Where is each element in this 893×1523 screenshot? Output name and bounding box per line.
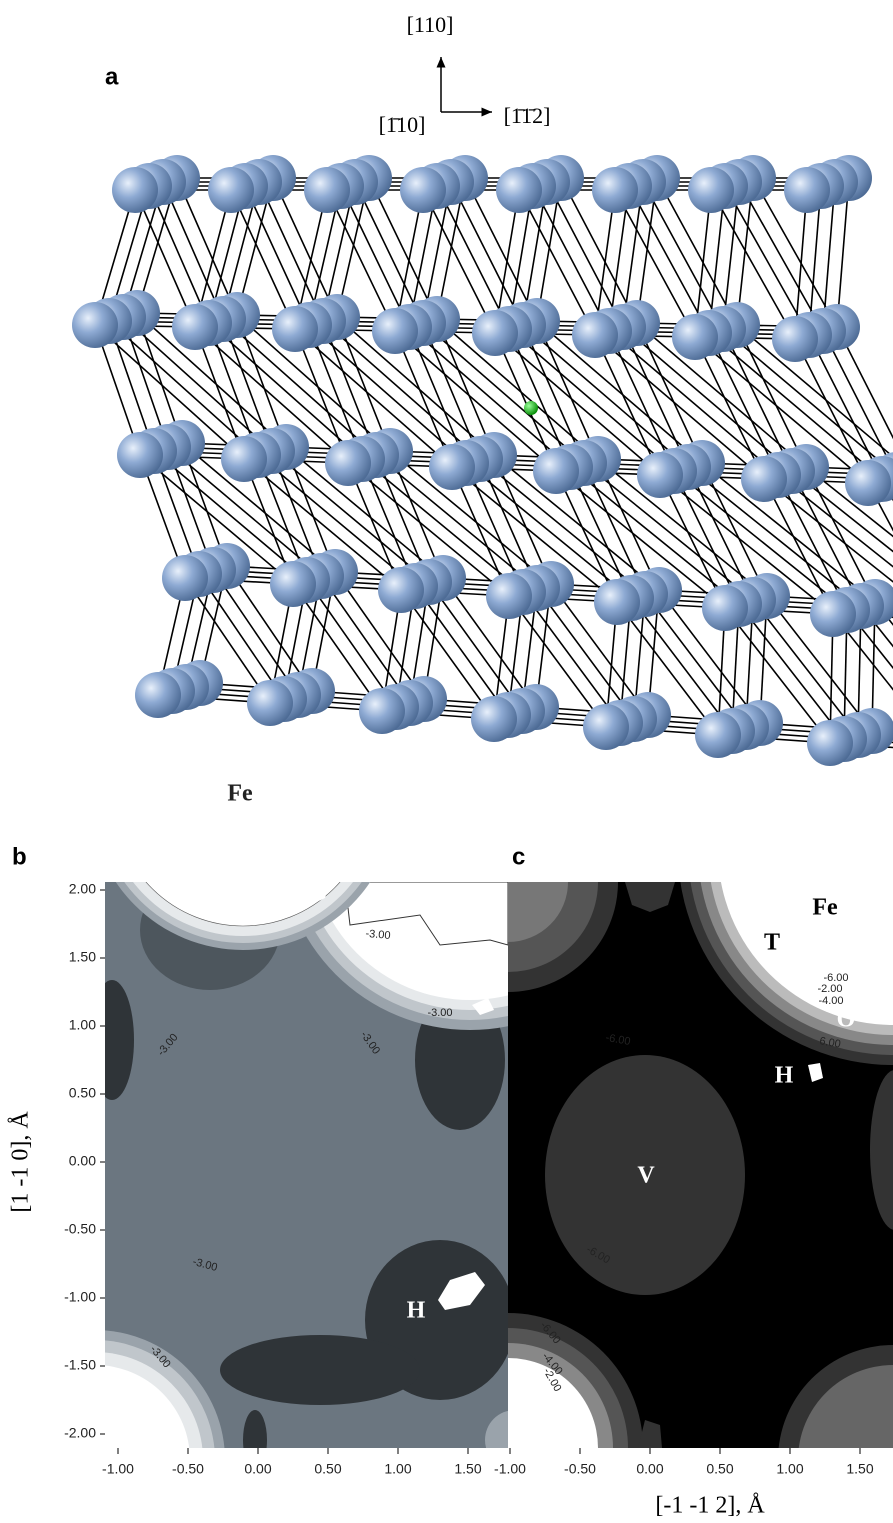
atom xyxy=(594,579,640,625)
site-label: V xyxy=(637,1163,655,1189)
atom xyxy=(772,316,818,362)
atom xyxy=(72,302,118,348)
figure: a [110] [1̄10] [1̄1̄2] b 2.00 1.50 1.00 0.5… xyxy=(0,0,893,1523)
atom xyxy=(359,688,405,734)
page: {"panel_a": {"label": "a", "directions":… xyxy=(0,0,893,1523)
atom xyxy=(162,555,208,601)
atom xyxy=(688,167,734,213)
direction-label: [1̄10] xyxy=(379,112,426,137)
atom xyxy=(172,304,218,350)
site-label: Fe xyxy=(812,895,838,921)
atom xyxy=(592,167,638,213)
atom xyxy=(471,696,517,742)
atom xyxy=(221,436,267,482)
atom xyxy=(378,567,424,613)
direction-label: [1̄1̄2] xyxy=(504,103,551,128)
x-tick-label: 0.00 xyxy=(636,1461,663,1477)
site-label: T xyxy=(764,930,780,956)
y-tick-label: 0.00 xyxy=(69,1153,96,1169)
x-tick-label: -1.00 xyxy=(102,1461,134,1477)
panel-label: c xyxy=(512,843,525,870)
hydrogen-atom xyxy=(524,401,538,415)
atom xyxy=(135,672,181,718)
site-label: H xyxy=(407,1298,426,1324)
y-tick-label: 1.50 xyxy=(69,949,96,965)
contour-label: -4.00 xyxy=(818,995,843,1007)
atom xyxy=(429,444,475,490)
atom xyxy=(112,167,158,213)
direction-label: [110] xyxy=(407,12,454,37)
atom xyxy=(372,308,418,354)
x-tick-label: 0.00 xyxy=(244,1461,271,1477)
y-tick-label: -1.50 xyxy=(64,1357,96,1373)
atom xyxy=(304,167,350,213)
atom xyxy=(741,456,787,502)
atom xyxy=(533,448,579,494)
x-tick-label: -0.50 xyxy=(172,1461,204,1477)
site-label: O xyxy=(837,1007,856,1033)
site-label: H xyxy=(775,1063,794,1089)
panel-label: a xyxy=(105,63,119,90)
x-tick-label: 0.50 xyxy=(706,1461,733,1477)
atom xyxy=(272,306,318,352)
site-label: Fe xyxy=(227,781,253,807)
atom xyxy=(208,167,254,213)
atom xyxy=(325,440,371,486)
atom xyxy=(270,561,316,607)
atom xyxy=(695,712,741,758)
atom xyxy=(845,460,891,506)
panel-label: b xyxy=(12,843,27,870)
atom xyxy=(702,585,748,631)
contour-label: -3.00 xyxy=(365,928,391,942)
x-tick-label: 1.50 xyxy=(454,1461,481,1477)
atom xyxy=(117,432,163,478)
atom xyxy=(486,573,532,619)
y-tick-label: 2.00 xyxy=(69,881,96,897)
x-tick-label: 0.50 xyxy=(314,1461,341,1477)
y-tick-label: 1.00 xyxy=(69,1017,96,1033)
contour-label: -3.00 xyxy=(427,1007,452,1019)
atom xyxy=(472,310,518,356)
atom xyxy=(807,720,853,766)
x-tick-label: 1.00 xyxy=(384,1461,411,1477)
y-tick-label: 0.50 xyxy=(69,1085,96,1101)
x-axis-label: [-1 -1 2], Å xyxy=(655,1493,765,1519)
y-tick-label: -0.50 xyxy=(64,1221,96,1237)
x-tick-label: -0.50 xyxy=(564,1461,596,1477)
contour-label: -2.00 xyxy=(817,983,842,995)
lattice xyxy=(72,155,893,774)
atom xyxy=(496,167,542,213)
atom xyxy=(784,167,830,213)
atom xyxy=(672,314,718,360)
y-tick-label: -2.00 xyxy=(64,1425,96,1441)
x-tick-label: 1.00 xyxy=(776,1461,803,1477)
y-tick-label: -1.00 xyxy=(64,1289,96,1305)
atom xyxy=(572,312,618,358)
atom xyxy=(637,452,683,498)
x-tick-label: -1.00 xyxy=(494,1461,526,1477)
x-tick-label: 1.50 xyxy=(846,1461,873,1477)
y-axis-label: [1 -1 0], Å xyxy=(8,1111,34,1213)
atom xyxy=(400,167,446,213)
atom xyxy=(247,680,293,726)
atom xyxy=(810,591,856,637)
atom xyxy=(583,704,629,750)
